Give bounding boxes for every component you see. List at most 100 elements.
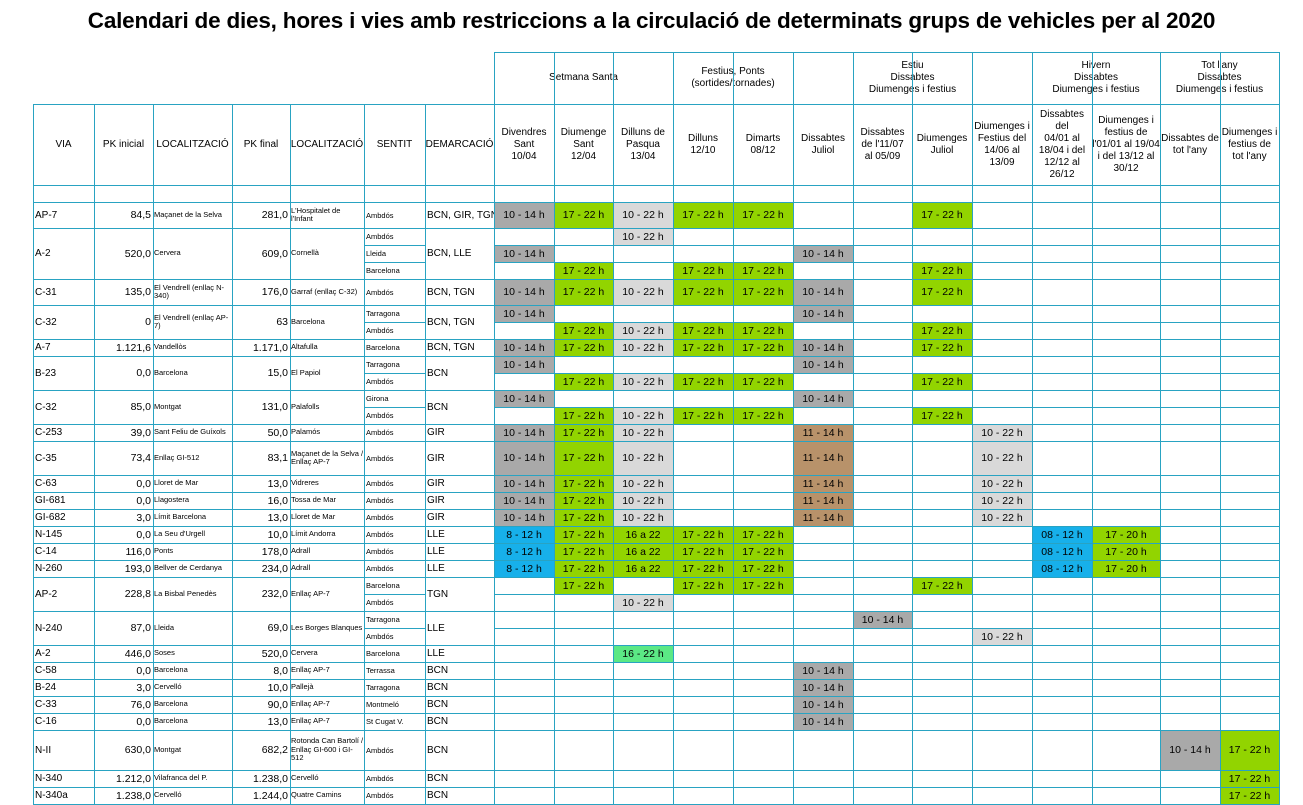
grid-line (33, 662, 1280, 663)
grid-line (232, 104, 233, 805)
restriction-cell: 10 - 14 h (494, 492, 554, 509)
grid-line (33, 202, 1280, 203)
localitzacio-final-cell: Palamós (291, 427, 321, 437)
grid-line (33, 185, 1280, 186)
restriction-cell: 10 - 14 h (494, 339, 554, 356)
column-header: DEMARCACIÓ (425, 138, 494, 150)
grid-line (33, 509, 1280, 510)
restriction-cell: 10 - 14 h (494, 202, 554, 228)
via-cell: B-24 (35, 682, 57, 693)
grid-line (494, 262, 1280, 263)
restriction-cell: 17 - 22 h (554, 577, 613, 594)
restriction-cell: 10 - 14 h (793, 679, 853, 696)
demarcacio-cell: BCN, TGN (427, 316, 475, 328)
pk-inicial-cell: 73,4 (130, 452, 151, 464)
restriction-cell: 10 - 14 h (1160, 730, 1220, 770)
restriction-cell: 10 - 22 h (972, 475, 1032, 492)
via-cell: N-II (35, 744, 52, 756)
grid-line (494, 373, 1280, 374)
column-header: Dissabtes Juliol (801, 132, 845, 156)
localitzacio-final-cell: Enllaç AP-7 (291, 665, 330, 675)
pk-inicial-cell: 0 (145, 316, 151, 328)
restriction-cell: 17 - 22 h (554, 543, 613, 560)
localitzacio-inicial-cell: Cervelló (154, 790, 182, 800)
grid-line (554, 52, 555, 805)
localitzacio-inicial-cell: Soses (154, 648, 175, 658)
restriction-cell: 10 - 14 h (494, 390, 554, 407)
restriction-cell: 17 - 22 h (733, 560, 793, 577)
pk-final-cell: 10,0 (267, 528, 288, 541)
restriction-cell: 17 - 22 h (912, 279, 972, 305)
pk-final-cell: 1.244,0 (252, 789, 288, 802)
demarcacio-cell: BCN (427, 716, 449, 727)
pk-final-cell: 13,0 (267, 715, 288, 728)
restriction-cell: 10 - 22 h (613, 228, 673, 245)
restriction-cell: 16 a 22 (613, 560, 673, 577)
pk-inicial-cell: 193,0 (124, 562, 151, 575)
restriction-cell: 11 - 14 h (793, 475, 853, 492)
restriction-cell: 10 - 22 h (972, 509, 1032, 526)
localitzacio-final-cell: Adrall (291, 563, 311, 573)
grid-line (494, 245, 1280, 246)
localitzacio-final-cell: Enllaç AP-7 (291, 588, 330, 598)
pk-final-cell: 63 (276, 316, 288, 328)
restriction-cell: 10 - 22 h (613, 509, 673, 526)
via-cell: GI-681 (35, 495, 66, 506)
restriction-cell: 10 - 14 h (494, 509, 554, 526)
pk-final-cell: 13,0 (267, 511, 288, 524)
column-header: Diumenges i festius de tot l'any (1221, 126, 1278, 162)
localitzacio-final-cell: Lloret de Mar (291, 512, 336, 522)
restriction-cell: 10 - 14 h (494, 356, 554, 373)
localitzacio-final-cell: Rotonda Can Bartolí / Enllaç GI-600 i GI… (291, 736, 364, 763)
localitzacio-final-cell: Enllaç AP-7 (291, 716, 330, 726)
pk-final-cell: 16,0 (267, 494, 288, 507)
column-header: LOCALITZACIÓ (156, 138, 229, 150)
pk-final-cell: 10,0 (267, 681, 288, 694)
sentit-cell: Ambdós (366, 598, 394, 607)
localitzacio-final-cell: Les Borges Blanques (291, 622, 363, 632)
pk-inicial-cell: 0,0 (136, 477, 151, 490)
restriction-cell: 17 - 22 h (733, 526, 793, 543)
sentit-cell: Tarragona (366, 309, 400, 318)
pk-inicial-cell: 135,0 (124, 286, 151, 298)
column-header: Divendres Sant 10/04 (501, 126, 547, 162)
pk-final-cell: 1.238,0 (252, 772, 288, 785)
sentit-cell: Terrassa (366, 666, 395, 675)
restriction-cell: 10 - 22 h (613, 475, 673, 492)
demarcacio-cell: BCN, GIR, TGN (427, 209, 494, 221)
via-cell: C-58 (35, 665, 57, 676)
column-header: Diumenges i festius de l'01/01 al 19/04 i d… (1092, 114, 1160, 174)
demarcacio-cell: BCN (427, 665, 449, 676)
sentit-cell: Barcelona (366, 581, 400, 590)
demarcacio-cell: BCN (427, 699, 449, 710)
pk-final-cell: 281,0 (261, 209, 288, 221)
restriction-cell: 17 - 22 h (554, 202, 613, 228)
grid-line (364, 262, 426, 263)
localitzacio-inicial-cell: Barcelona (154, 665, 188, 675)
restriction-cell: 17 - 22 h (554, 492, 613, 509)
restriction-cell: 17 - 22 h (733, 577, 793, 594)
sentit-cell: Ambdós (366, 411, 394, 420)
sentit-cell: Tarragona (366, 360, 400, 369)
column-header: SENTIT (376, 138, 413, 150)
pk-final-cell: 90,0 (267, 698, 288, 711)
grid-line (364, 373, 426, 374)
restriction-cell: 10 - 22 h (972, 492, 1032, 509)
grid-line (494, 322, 1280, 323)
via-cell: AP-7 (35, 209, 58, 221)
localitzacio-final-cell: Vidreres (291, 478, 319, 488)
page-title: Calendari de dies, hores i vies amb rest… (87, 8, 1216, 33)
restriction-cell: 10 - 22 h (613, 322, 673, 339)
demarcacio-cell: BCN, TGN (427, 286, 475, 298)
grid-line (912, 52, 913, 805)
restriction-cell: 17 - 22 h (554, 509, 613, 526)
sentit-cell: Ambdós (366, 210, 394, 220)
restriction-cell: 17 - 20 h (1092, 543, 1160, 560)
restriction-cell: 10 - 22 h (613, 339, 673, 356)
grid-line (33, 611, 1280, 612)
localitzacio-inicial-cell: Maçanet de la Selva (154, 209, 222, 219)
column-header: Dissabtes del 04/01 al 18/04 i del 12/12 al… (1038, 108, 1086, 180)
grid-line (1279, 52, 1280, 805)
localitzacio-inicial-cell: Barcelona (154, 699, 188, 709)
pk-inicial-cell: 446,0 (124, 647, 151, 660)
